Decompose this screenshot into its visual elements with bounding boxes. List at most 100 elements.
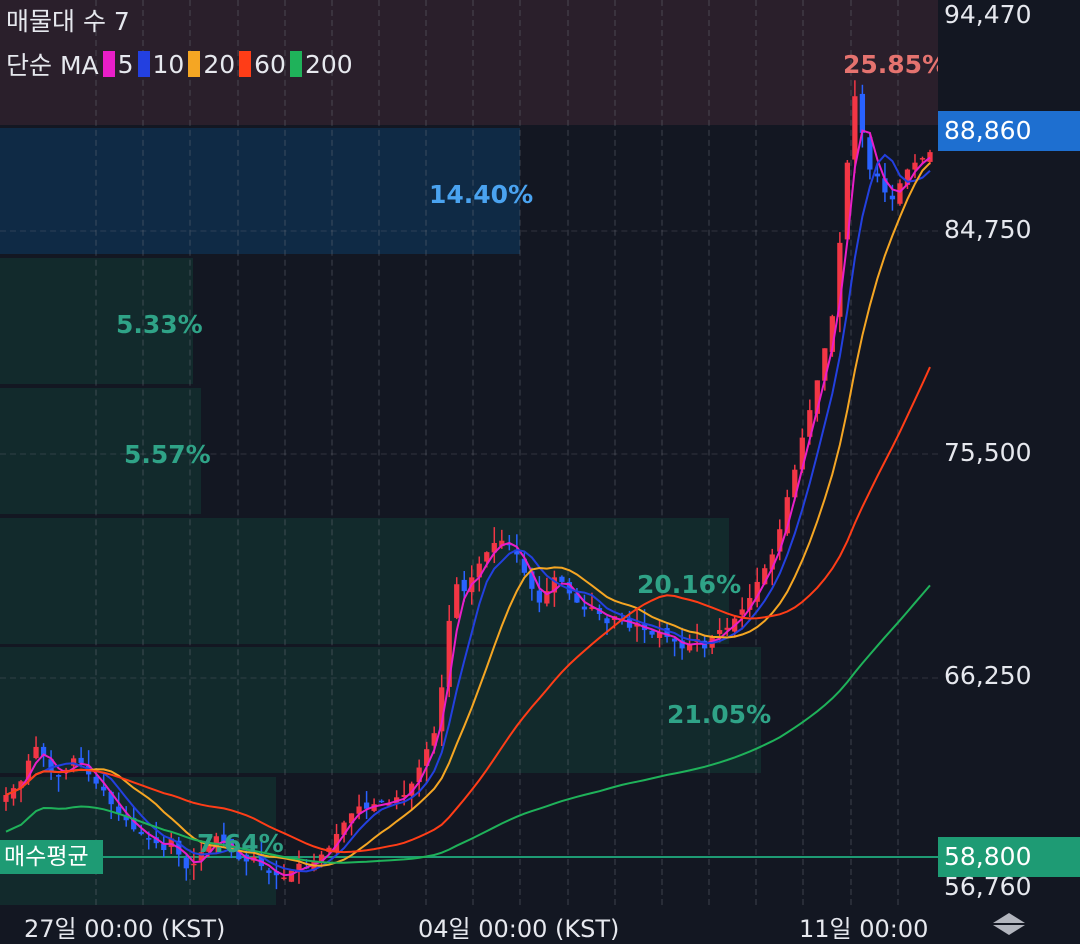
candle-body [717, 630, 723, 634]
candle-body [724, 627, 730, 630]
candle-body [754, 581, 760, 602]
price-tick: 66,250 [944, 661, 1032, 690]
candle-body [40, 746, 47, 757]
candle-body [581, 606, 588, 610]
candle-body [55, 775, 62, 777]
candle-body [10, 788, 17, 799]
candle-body [747, 597, 753, 610]
candle-body [33, 746, 39, 759]
candle-body [416, 767, 422, 783]
ma-prefix: 단순 MA [6, 51, 99, 80]
indicator-title[interactable]: 매물대 수 7 [6, 7, 130, 36]
candle-body [401, 795, 407, 797]
candle-body [161, 843, 167, 851]
ma-10-line [5, 153, 931, 873]
candle-body [559, 576, 565, 582]
ma-200-swatch [289, 51, 302, 77]
candle-body [116, 806, 122, 814]
candle-body [859, 93, 866, 133]
time-axis[interactable]: 27일 00:00 (KST) 04일 00:00 (KST) 11일 00:0… [0, 905, 1080, 943]
candle-body [461, 579, 467, 592]
ma-5-label: 5 [117, 49, 134, 79]
grid-line [0, 677, 938, 679]
candle-body [168, 838, 174, 847]
volume-profile-label-4: 5.57% [124, 440, 211, 469]
candle-body [491, 543, 497, 553]
avg-price-tag: 58,800 [938, 837, 1080, 877]
candle-body [213, 836, 219, 847]
candle-body [131, 817, 137, 830]
candle-body [604, 618, 610, 624]
ma-10-label: 10 [152, 49, 185, 79]
candle-body [70, 758, 77, 766]
candle-body [544, 591, 550, 604]
up-down-arrows-icon[interactable] [992, 913, 1026, 935]
candle-body [424, 749, 430, 766]
candle-body [348, 813, 355, 824]
candle-body [762, 568, 768, 585]
grid-line [519, 0, 521, 905]
candle-body [221, 834, 227, 844]
candle-body [679, 640, 685, 649]
candle-body [574, 593, 580, 603]
price-tick: 84,750 [944, 215, 1032, 244]
grid-line [708, 0, 710, 905]
candle-body [378, 800, 385, 803]
candle-body [446, 620, 452, 687]
candle-body [739, 609, 745, 615]
candle-body [514, 549, 520, 555]
grid-line [661, 0, 663, 905]
candle-body [777, 529, 783, 552]
ma-legend[interactable]: 단순 MA 5 10 20 60 200 [6, 46, 353, 82]
candle-body [198, 852, 204, 861]
time-tick: 11일 00:00 [799, 915, 929, 943]
avg-price-label: 매수평균 [0, 840, 103, 874]
candle-body [318, 854, 325, 863]
candle-body [273, 871, 280, 876]
price-tick: 75,500 [944, 438, 1032, 467]
grid-line [755, 0, 757, 905]
candle-body [837, 242, 843, 317]
candle-body [912, 162, 918, 170]
candle-body [341, 822, 347, 835]
candle-body [146, 838, 152, 840]
grid-line [331, 0, 333, 905]
volume-profile-bar-4 [0, 388, 201, 514]
volume-profile-label-6: 21.05% [667, 700, 772, 729]
ma-5-line [5, 129, 931, 877]
candle-body [183, 857, 189, 869]
volume-profile-label-5: 20.16% [637, 570, 742, 599]
chart-area[interactable]: 25.85% 14.40% 5.33% 5.57% 20.16% 21.05% … [0, 0, 938, 905]
candle-body [288, 870, 295, 882]
candle-body [536, 590, 542, 603]
candle-body [123, 815, 129, 821]
candle-body [829, 316, 835, 352]
candle-body [258, 854, 265, 867]
price-axis[interactable]: 94,470 88,860 84,750 75,500 66,250 58,80… [938, 0, 1080, 905]
candle-body [664, 628, 670, 637]
grid-line [897, 0, 899, 905]
candle-body [138, 831, 144, 834]
candlestick-plot [3, 80, 933, 890]
candle-body [814, 380, 820, 414]
candle-body [281, 877, 287, 880]
grid-line [189, 0, 191, 905]
grid-line [95, 0, 97, 905]
candle-body [499, 540, 505, 547]
candle-body [521, 558, 527, 573]
volume-profile-bar-1 [0, 0, 938, 125]
ma-200-label: 200 [304, 49, 353, 79]
candle-body [626, 618, 633, 628]
grid-line [142, 0, 144, 905]
ma-20-swatch [188, 51, 201, 77]
volume-profile-label-3: 5.33% [116, 310, 203, 339]
avg-price-line [0, 856, 938, 858]
candle-body [296, 863, 302, 871]
volume-profile-label-2: 14.40% [429, 180, 534, 209]
candle-body [649, 630, 655, 635]
grid-line [567, 0, 569, 905]
grid-line [850, 0, 852, 905]
volume-profile-bar-3 [0, 258, 193, 384]
volume-profile-bar-2 [0, 128, 520, 254]
candle-body [529, 571, 535, 589]
